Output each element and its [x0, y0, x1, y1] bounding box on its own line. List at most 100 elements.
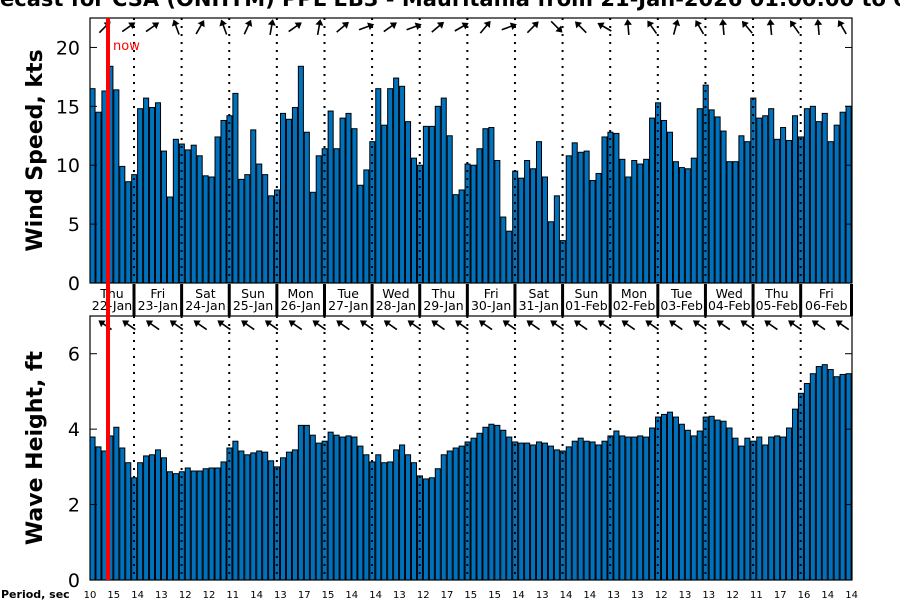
day-date: 05-Feb [756, 298, 799, 313]
bar [786, 139, 793, 284]
direction-arrow-icon [719, 19, 728, 36]
bar [553, 195, 560, 284]
bar [815, 366, 822, 581]
day-separator [850, 284, 853, 316]
bar [518, 177, 525, 284]
period-value: 13 [631, 590, 644, 600]
day-label-strip: Thu22-JanFri23-JanSat24-JanSun25-JanMon2… [92, 284, 853, 316]
bar [208, 176, 215, 284]
day-date: 24-Jan [185, 298, 225, 313]
bar [89, 436, 96, 581]
wind-speed-panel: 0 5 10 15 20 Wind Speed, kts [23, 17, 853, 295]
period-value: 11 [750, 590, 763, 600]
bar [375, 88, 382, 284]
direction-arrow-icon [145, 22, 160, 33]
bar [744, 437, 751, 581]
bar [89, 88, 96, 284]
bar [464, 441, 471, 581]
bar [553, 449, 560, 581]
bar [708, 109, 715, 284]
period-value: 15 [488, 590, 501, 600]
arrow-head [526, 320, 534, 328]
direction-arrow-icon [788, 320, 802, 331]
period-value: 11 [226, 590, 239, 600]
bar [268, 195, 275, 284]
arrow-head [766, 19, 775, 26]
bar [541, 442, 548, 581]
bar [202, 175, 209, 284]
bar [125, 181, 132, 284]
bar [774, 435, 781, 581]
bar [214, 467, 221, 581]
direction-arrow-icon [716, 320, 731, 331]
bar [440, 97, 447, 284]
arrow-head [645, 320, 653, 328]
direction-arrow-icon [146, 320, 160, 331]
bar [708, 415, 715, 581]
arrow-head [341, 21, 349, 29]
day-name: Fri [150, 286, 165, 301]
period-value: 17 [441, 590, 454, 600]
bar [637, 163, 644, 284]
bar [280, 112, 287, 284]
arrow-head [431, 320, 439, 328]
day-name: Sat [195, 286, 216, 301]
chart-title: ecast for CSA (ONHYM) PPL EB3 - Mauritan… [0, 0, 900, 11]
bar [143, 97, 150, 284]
day-name: Wed [716, 286, 743, 301]
bar [619, 158, 626, 284]
bar [565, 155, 572, 284]
arrow-head [502, 320, 510, 328]
arrow-head [574, 21, 583, 29]
bar [512, 441, 519, 581]
day-separator [132, 284, 136, 316]
day-name: Tue [337, 286, 360, 301]
bar [839, 373, 846, 581]
arrow-head [367, 22, 375, 31]
period-value: 13 [536, 590, 549, 600]
bar [244, 174, 251, 284]
bar [821, 364, 828, 581]
direction-arrow-icon [315, 19, 324, 36]
bar [845, 105, 852, 284]
arrow-head [740, 320, 748, 328]
bar [547, 445, 554, 581]
arrow-head [219, 19, 227, 27]
day-separator [180, 284, 184, 316]
period-value: 15 [107, 590, 120, 600]
bar [339, 117, 346, 284]
wave-height-panel: 0 2 4 6 Wave Height, ft [23, 315, 853, 592]
bar [113, 89, 120, 284]
bar [649, 427, 656, 581]
direction-arrow-icon [811, 320, 826, 331]
direction-arrow-icon [121, 22, 136, 33]
day-date: 31-Jan [519, 298, 559, 313]
bar [470, 437, 477, 581]
bar [315, 442, 322, 581]
bar [95, 111, 102, 284]
direction-arrow-icon [267, 19, 276, 36]
bar [547, 221, 554, 284]
bar [154, 449, 162, 581]
day-name: Sun [574, 286, 598, 301]
bar [393, 449, 400, 581]
bar [803, 383, 810, 581]
day-name: Thu [99, 286, 123, 301]
bar [732, 161, 739, 284]
bar [226, 447, 233, 581]
period-value: 14 [131, 590, 144, 600]
direction-arrow-icon [193, 320, 208, 331]
now-label: now [113, 39, 140, 54]
arrow-head [669, 320, 677, 328]
bar [470, 164, 477, 284]
bar [119, 165, 126, 284]
day-date: 30-Jan [471, 298, 511, 313]
direction-arrow-icon [478, 320, 493, 331]
bar [303, 131, 310, 284]
bar [351, 436, 358, 581]
bar [196, 470, 203, 581]
bar [309, 191, 316, 284]
bar [297, 424, 304, 581]
bar [744, 141, 751, 284]
direction-arrow-icon [243, 19, 253, 35]
